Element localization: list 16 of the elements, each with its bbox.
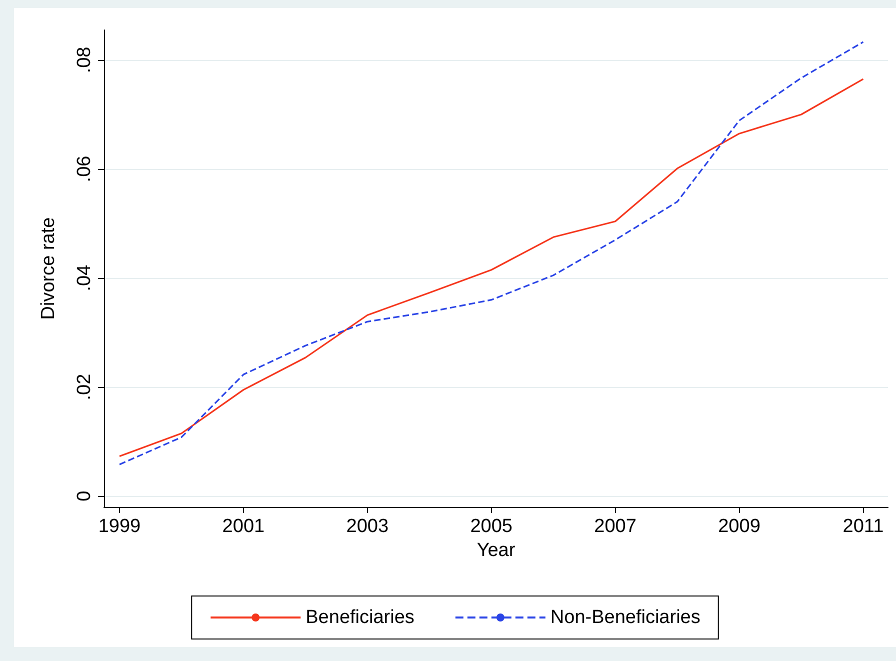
x-tick-label: 2003 [346,516,389,537]
x-tick-label: 2005 [470,516,512,537]
x-axis-title: Year [476,540,516,561]
x-tick-label: 2007 [594,516,636,537]
x-tick-label: 2009 [718,516,760,537]
y-tick-label: 0 [74,490,95,502]
y-tick-label: .08 [74,46,95,74]
x-tick-label: 1999 [98,516,141,537]
y-axis-title: Divorce rate [38,217,59,320]
legend-label: Non-Beneficiaries [550,607,700,628]
y-tick-label: .04 [74,264,95,292]
y-tick-label: .02 [74,374,95,400]
y-tick-label: .06 [74,156,95,182]
x-tick-label: 2001 [222,516,265,537]
x-tick-label: 2011 [842,516,884,537]
legend-label: Beneficiaries [306,607,414,628]
